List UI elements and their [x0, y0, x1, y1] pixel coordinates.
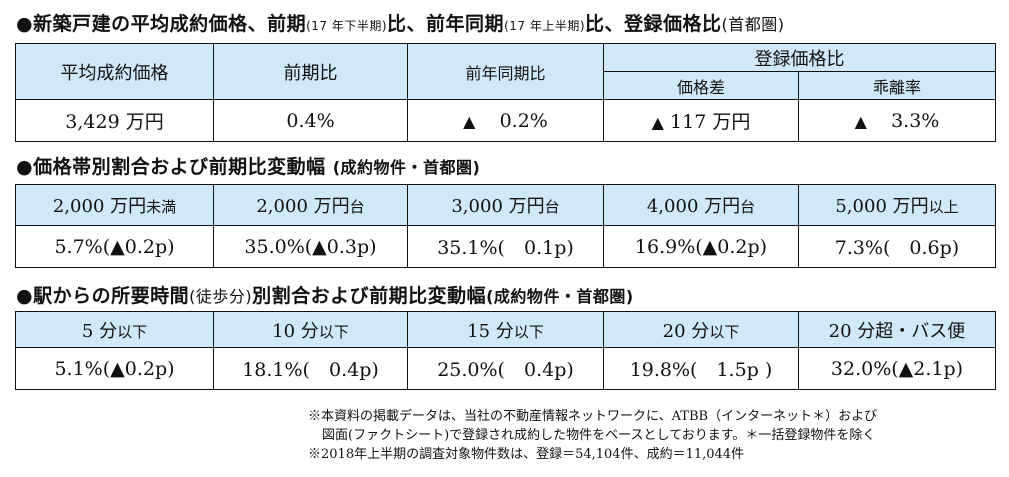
header-price-diff: 価格差 [603, 71, 799, 100]
header-suffix: 以下 [318, 322, 349, 341]
value-price-diff: ▲ 117 万円 [603, 99, 799, 142]
price-band-table: 2,000 万円未満 2,000 万円台 3,000 万円台 4,000 万円台… [15, 184, 996, 268]
value-3000s: 35.1%( 0.1p) [407, 225, 604, 268]
value-5min: 5.1%(▲0.2p) [15, 347, 214, 390]
header-num: 15 分 [467, 320, 514, 342]
header-under-2000: 2,000 万円未満 [15, 184, 214, 226]
header-suffix: 台 [349, 198, 365, 216]
header-num: 5,000 万円 [835, 196, 929, 217]
title-sub: (成約物件・首都圏) [486, 287, 634, 306]
value-prev-year: ▲ 0.2% [407, 99, 604, 142]
header-suffix: 以下 [513, 322, 544, 341]
header-num: 2,000 万円 [52, 196, 147, 217]
header-5min: 5 分以下 [15, 311, 214, 348]
header-listing-ratio: 登録価格比 [603, 43, 996, 72]
header-3000s: 3,000 万円台 [407, 184, 604, 226]
header-deviation-rate: 乖離率 [798, 71, 996, 100]
decrease-triangle-icon: ▲ [854, 111, 867, 131]
header-num: 4,000 万円 [646, 196, 741, 217]
value-text: 117 万円 [670, 111, 751, 133]
walk-time-table: 5 分以下 10 分以下 15 分以下 20 分以下 20 分超・バス便 5.1… [15, 311, 996, 390]
value-text: 0.2% [499, 109, 548, 132]
section-title-price-band: ●価格帯別割合および前期比変動幅 (成約物件・首都圏) [16, 152, 480, 179]
value-text: 3.3% [891, 109, 940, 132]
value-20min: 19.8%( 1.5p ) [603, 347, 799, 390]
avg-price-table: 平均成約価格 前期比 前年同期比 登録価格比 価格差 乖離率 3,429 万円 … [15, 43, 996, 142]
header-suffix: 未満 [146, 198, 177, 216]
footnote-line-1: ※本資料の掲載データは、当社の不動産情報ネットワークに、ATBB（インターネット… [308, 409, 878, 424]
value-avg-price: 3,429 万円 [15, 99, 214, 142]
header-num: 20 分超・バス便 [828, 320, 966, 342]
value-4000s: 16.9%(▲0.2p) [603, 225, 799, 268]
header-suffix: 台 [544, 198, 560, 216]
footnote-line-2: 図面(ファクトシート)で登録され成約した物件をベースとしております。＊一括登録物… [322, 428, 876, 443]
header-4000s: 4,000 万円台 [603, 184, 799, 226]
value-2000s: 35.0%(▲0.3p) [213, 225, 408, 268]
value-15min: 25.0%( 0.4p) [407, 347, 604, 390]
header-avg-price: 平均成約価格 [15, 43, 214, 100]
header-15min: 15 分以下 [407, 311, 604, 348]
footnotes: ※本資料の掲載データは、当社の不動産情報ネットワークに、ATBB（インターネット… [308, 407, 877, 464]
title-sub: (成約物件・首都圏) [332, 158, 481, 177]
decrease-triangle-icon: ▲ [651, 113, 664, 132]
header-suffix: 以下 [117, 322, 148, 341]
title-text: ●新築戸建の平均成約価格、前期 [16, 13, 307, 35]
value-5000-plus: 7.3%( 0.6p) [798, 225, 996, 268]
section-title-avg-price: ●新築戸建の平均成約価格、前期(17 年下半期)比、前年同期(17 年上半期)比… [16, 9, 785, 36]
title-paren: (徒歩分) [189, 287, 253, 306]
header-10min: 10 分以下 [213, 311, 408, 348]
header-20min: 20 分以下 [603, 311, 799, 348]
title-text: ●価格帯別割合および前期比変動幅 [16, 156, 326, 178]
header-num: 10 分 [272, 320, 319, 342]
header-suffix: 以下 [709, 322, 740, 341]
title-text: 比、登録価格比 [585, 13, 722, 35]
title-text: ●駅からの所要時間 [16, 285, 190, 307]
title-paren: (17 年上半期) [504, 19, 586, 33]
header-prev-year: 前年同期比 [407, 43, 604, 100]
value-10min: 18.1%( 0.4p) [213, 347, 408, 390]
header-prev-period: 前期比 [213, 43, 408, 100]
section-title-walk-time: ●駅からの所要時間(徒歩分)別割合および前期比変動幅(成約物件・首都圏) [16, 281, 634, 308]
title-text: 別割合および前期比変動幅 [252, 285, 487, 307]
value-deviation-rate: ▲ 3.3% [798, 99, 996, 142]
decrease-triangle-icon: ▲ [463, 111, 476, 131]
header-num: 2,000 万円 [256, 196, 350, 217]
value-under-2000: 5.7%(▲0.2p) [15, 225, 214, 268]
header-over-20min-bus: 20 分超・バス便 [798, 311, 996, 348]
header-num: 20 分 [662, 320, 710, 342]
footnote-line-3: ※2018年上半期の調査対象物件数は、登録＝54,104件、成約＝11,044件 [308, 447, 745, 462]
header-num: 3,000 万円 [451, 196, 545, 217]
title-region: (首都圏) [721, 15, 785, 34]
value-over-20min-bus: 32.0%(▲2.1p) [798, 347, 996, 390]
header-5000-plus: 5,000 万円以上 [798, 184, 996, 226]
title-paren: (17 年下半期) [306, 19, 388, 33]
value-prev-period: 0.4% [213, 99, 408, 142]
header-suffix: 台 [740, 198, 756, 216]
title-text: 比、前年同期 [387, 13, 505, 35]
header-num: 5 分 [81, 320, 118, 342]
header-2000s: 2,000 万円台 [213, 184, 408, 226]
header-suffix: 以上 [928, 198, 959, 216]
